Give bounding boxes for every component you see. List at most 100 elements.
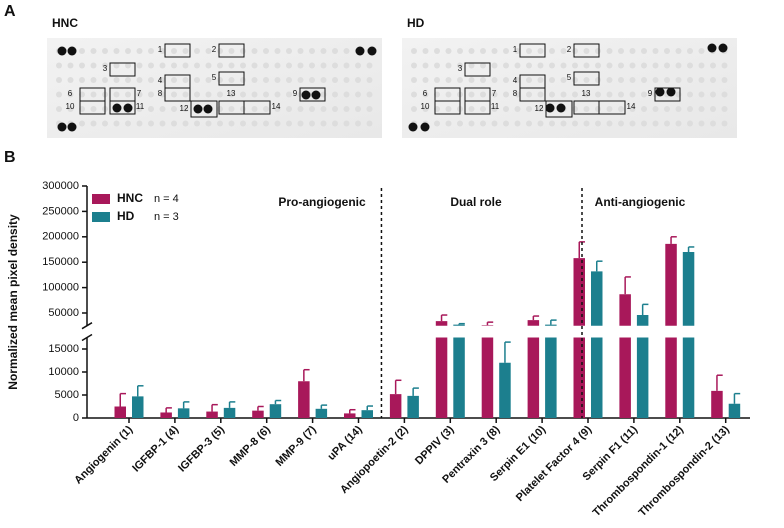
blot-dot <box>707 43 717 53</box>
blot-spot <box>721 77 728 83</box>
blot-spot <box>171 120 177 127</box>
legend-n: n = 4 <box>154 193 179 205</box>
blot-spot <box>434 48 440 54</box>
blot-spot <box>503 77 509 83</box>
blot-spot <box>687 62 693 69</box>
blot-spot <box>572 91 578 98</box>
blot-spot <box>297 77 304 83</box>
blot-spot <box>56 106 62 112</box>
blot-box <box>573 43 600 58</box>
blot-spot <box>514 62 521 69</box>
blot-dot <box>420 122 430 132</box>
blot-spot <box>468 120 475 127</box>
blot-spot <box>355 91 361 98</box>
blot-spot <box>332 91 338 98</box>
blot-spot <box>641 120 647 127</box>
blot-spot <box>629 77 636 83</box>
blot-spot <box>698 106 705 112</box>
blot-spot <box>710 77 716 83</box>
blot-spot <box>606 120 613 127</box>
blot-spot <box>205 120 212 127</box>
blot-spot <box>537 106 544 112</box>
blot-spot <box>618 106 624 112</box>
blot-spot <box>710 106 716 112</box>
blot-spot <box>182 62 189 69</box>
blot-spot <box>698 48 705 54</box>
blot-box-label: 5 <box>212 73 217 82</box>
blot-spot <box>320 120 327 127</box>
blot-spot <box>606 48 613 54</box>
y-tick-label: 300000 <box>42 180 79 192</box>
blot-spot <box>468 91 475 98</box>
bar <box>315 408 328 418</box>
blot-box-label: 5 <box>567 73 572 82</box>
bar <box>481 325 494 418</box>
blot-spot <box>366 106 373 112</box>
blot-spot <box>411 48 417 54</box>
blot-box <box>654 87 681 102</box>
blot-spot <box>113 91 120 98</box>
blot-spot <box>79 120 85 127</box>
legend-label: HD <box>117 209 135 223</box>
blot-spot <box>343 62 350 69</box>
blot-spot <box>422 91 429 98</box>
blot-spot <box>274 77 281 83</box>
blot-spot <box>228 48 235 54</box>
blot-spot <box>480 48 486 54</box>
blot-spot <box>629 62 636 69</box>
blot-spot <box>595 120 601 127</box>
blot-spot <box>606 106 613 112</box>
blot-spot <box>343 91 350 98</box>
blot-spot <box>217 62 223 69</box>
blot-spot <box>434 62 440 69</box>
blot-spot <box>641 106 647 112</box>
blot-spot <box>90 106 97 112</box>
blot-dot <box>408 122 418 132</box>
blot-spot <box>583 120 590 127</box>
blot-spot <box>309 106 315 112</box>
blot-spot <box>434 120 440 127</box>
blot-spot <box>721 62 728 69</box>
blot-spot <box>526 120 532 127</box>
blot-spot <box>514 106 521 112</box>
panel-label: B <box>4 149 16 166</box>
blot-spot <box>457 77 463 83</box>
blot-spot <box>194 77 200 83</box>
blot-spot <box>355 62 361 69</box>
bar <box>453 324 465 418</box>
blot-spot <box>182 91 189 98</box>
blot-spot <box>332 106 338 112</box>
blot-spot <box>67 62 74 69</box>
blot-spot <box>664 48 670 54</box>
blot-spot <box>491 62 498 69</box>
blot-spot <box>159 62 166 69</box>
blot-spot <box>491 120 498 127</box>
blot-spot <box>652 120 659 127</box>
blot-spot <box>148 62 154 69</box>
blot-spot <box>468 62 475 69</box>
blot-spot <box>309 120 315 127</box>
blot-spot <box>228 106 235 112</box>
blot-spot <box>629 48 636 54</box>
blot-spot <box>274 106 281 112</box>
bar <box>361 410 373 418</box>
blot-spot <box>434 77 440 83</box>
blot-spot <box>228 91 235 98</box>
blot-spot <box>136 48 143 54</box>
bar <box>545 324 557 418</box>
blot-box-label: 9 <box>648 89 653 98</box>
blot-box <box>218 43 245 58</box>
blot-spot <box>560 77 567 83</box>
blot-spot <box>274 48 281 54</box>
blot-spot <box>560 120 567 127</box>
bar <box>527 320 540 418</box>
blot-spot <box>687 106 693 112</box>
blot-spot <box>274 120 281 127</box>
blot-spot <box>687 91 693 98</box>
blot-spot <box>698 62 705 69</box>
blot-box <box>464 62 491 77</box>
blot-spot <box>355 77 361 83</box>
blot-spot <box>572 62 578 69</box>
blot-spot <box>274 62 281 69</box>
